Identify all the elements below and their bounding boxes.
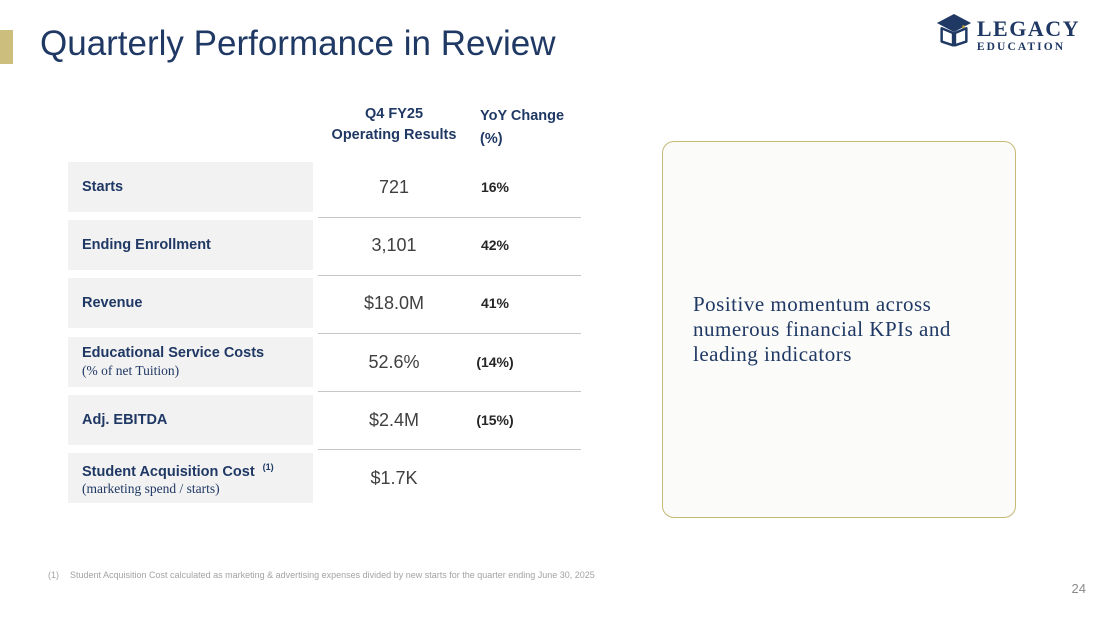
table-row-ending-enrollment: Ending Enrollment 3,101 42%: [0, 220, 600, 270]
key-takeaway-callout: Positive momentum across numerous financ…: [662, 141, 1016, 518]
row-label-band: Adj. EBITDA: [68, 395, 313, 445]
row-value: 3,101: [371, 235, 417, 255]
row-sublabel: (% of net Tuition): [82, 363, 180, 378]
row-yoy: 42%: [480, 237, 510, 253]
row-divider: [318, 391, 581, 392]
column-header-operating-results: Q4 FY25 Operating Results: [331, 106, 457, 143]
row-label-band: Starts: [68, 162, 313, 212]
table-row-adj-ebitda: Adj. EBITDA $2.4M (15%): [0, 395, 600, 445]
row-yoy: (15%): [476, 412, 514, 428]
row-value: 52.6%: [368, 352, 420, 372]
row-yoy: 16%: [480, 179, 510, 195]
logo-name: LEGACY: [976, 15, 1080, 41]
title-accent-bar: [0, 30, 13, 64]
page-number: 24: [1071, 581, 1086, 596]
row-divider: [318, 275, 581, 276]
row-value: 721: [378, 177, 410, 197]
row-label-band: Student Acquisition Cost (1) (marketing s…: [68, 453, 313, 503]
row-label: Revenue: [82, 294, 143, 311]
logo-subname: EDUCATION: [976, 40, 1066, 53]
row-yoy: 41%: [480, 295, 510, 311]
row-label-band: Educational Service Costs (% of net Tuit…: [68, 337, 313, 387]
row-divider: [318, 333, 581, 334]
company-logo: LEGACY EDUCATION: [935, 13, 1080, 58]
row-label: Educational Service Costs: [82, 345, 265, 361]
table-row-revenue: Revenue $18.0M 41%: [0, 278, 600, 328]
table-row-starts: Starts 721 16%: [0, 162, 600, 212]
row-label: Starts: [82, 178, 124, 195]
footnote-marker: (1): [48, 570, 59, 580]
row-label-band: Ending Enrollment: [68, 220, 313, 270]
row-label: Adj. EBITDA: [82, 411, 168, 428]
table-row-educational-service-costs: Educational Service Costs (% of net Tuit…: [0, 337, 600, 387]
row-label: Student Acquisition Cost (1): [82, 461, 274, 480]
row-sublabel: (marketing spend / starts): [82, 481, 220, 497]
row-divider: [318, 449, 581, 450]
column-header-yoy-change: YoY Change (%): [480, 108, 565, 147]
callout-text: Positive momentum across numerous financ…: [693, 292, 951, 366]
logo-wordmark: LEGACY EDUCATION: [976, 15, 1080, 54]
table-row-student-acquisition-cost: Student Acquisition Cost (1) (marketing s…: [0, 453, 600, 503]
row-value: $18.0M: [363, 293, 425, 313]
footnote-text: Student Acquisition Cost calculated as m…: [70, 570, 595, 580]
row-yoy: [450, 453, 540, 503]
row-value: $2.4M: [368, 410, 420, 430]
row-label-band: Revenue: [68, 278, 313, 328]
graduation-cap-icon: [935, 13, 973, 58]
footnote: (1) Student Acquisition Cost calculated …: [48, 570, 595, 580]
footnote-marker-superscript: (1): [262, 461, 274, 472]
row-value: $1.7K: [370, 468, 418, 488]
row-divider: [318, 217, 581, 218]
row-yoy: (14%): [476, 354, 514, 370]
page-title: Quarterly Performance in Review: [40, 24, 556, 63]
row-label: Ending Enrollment: [82, 236, 211, 253]
